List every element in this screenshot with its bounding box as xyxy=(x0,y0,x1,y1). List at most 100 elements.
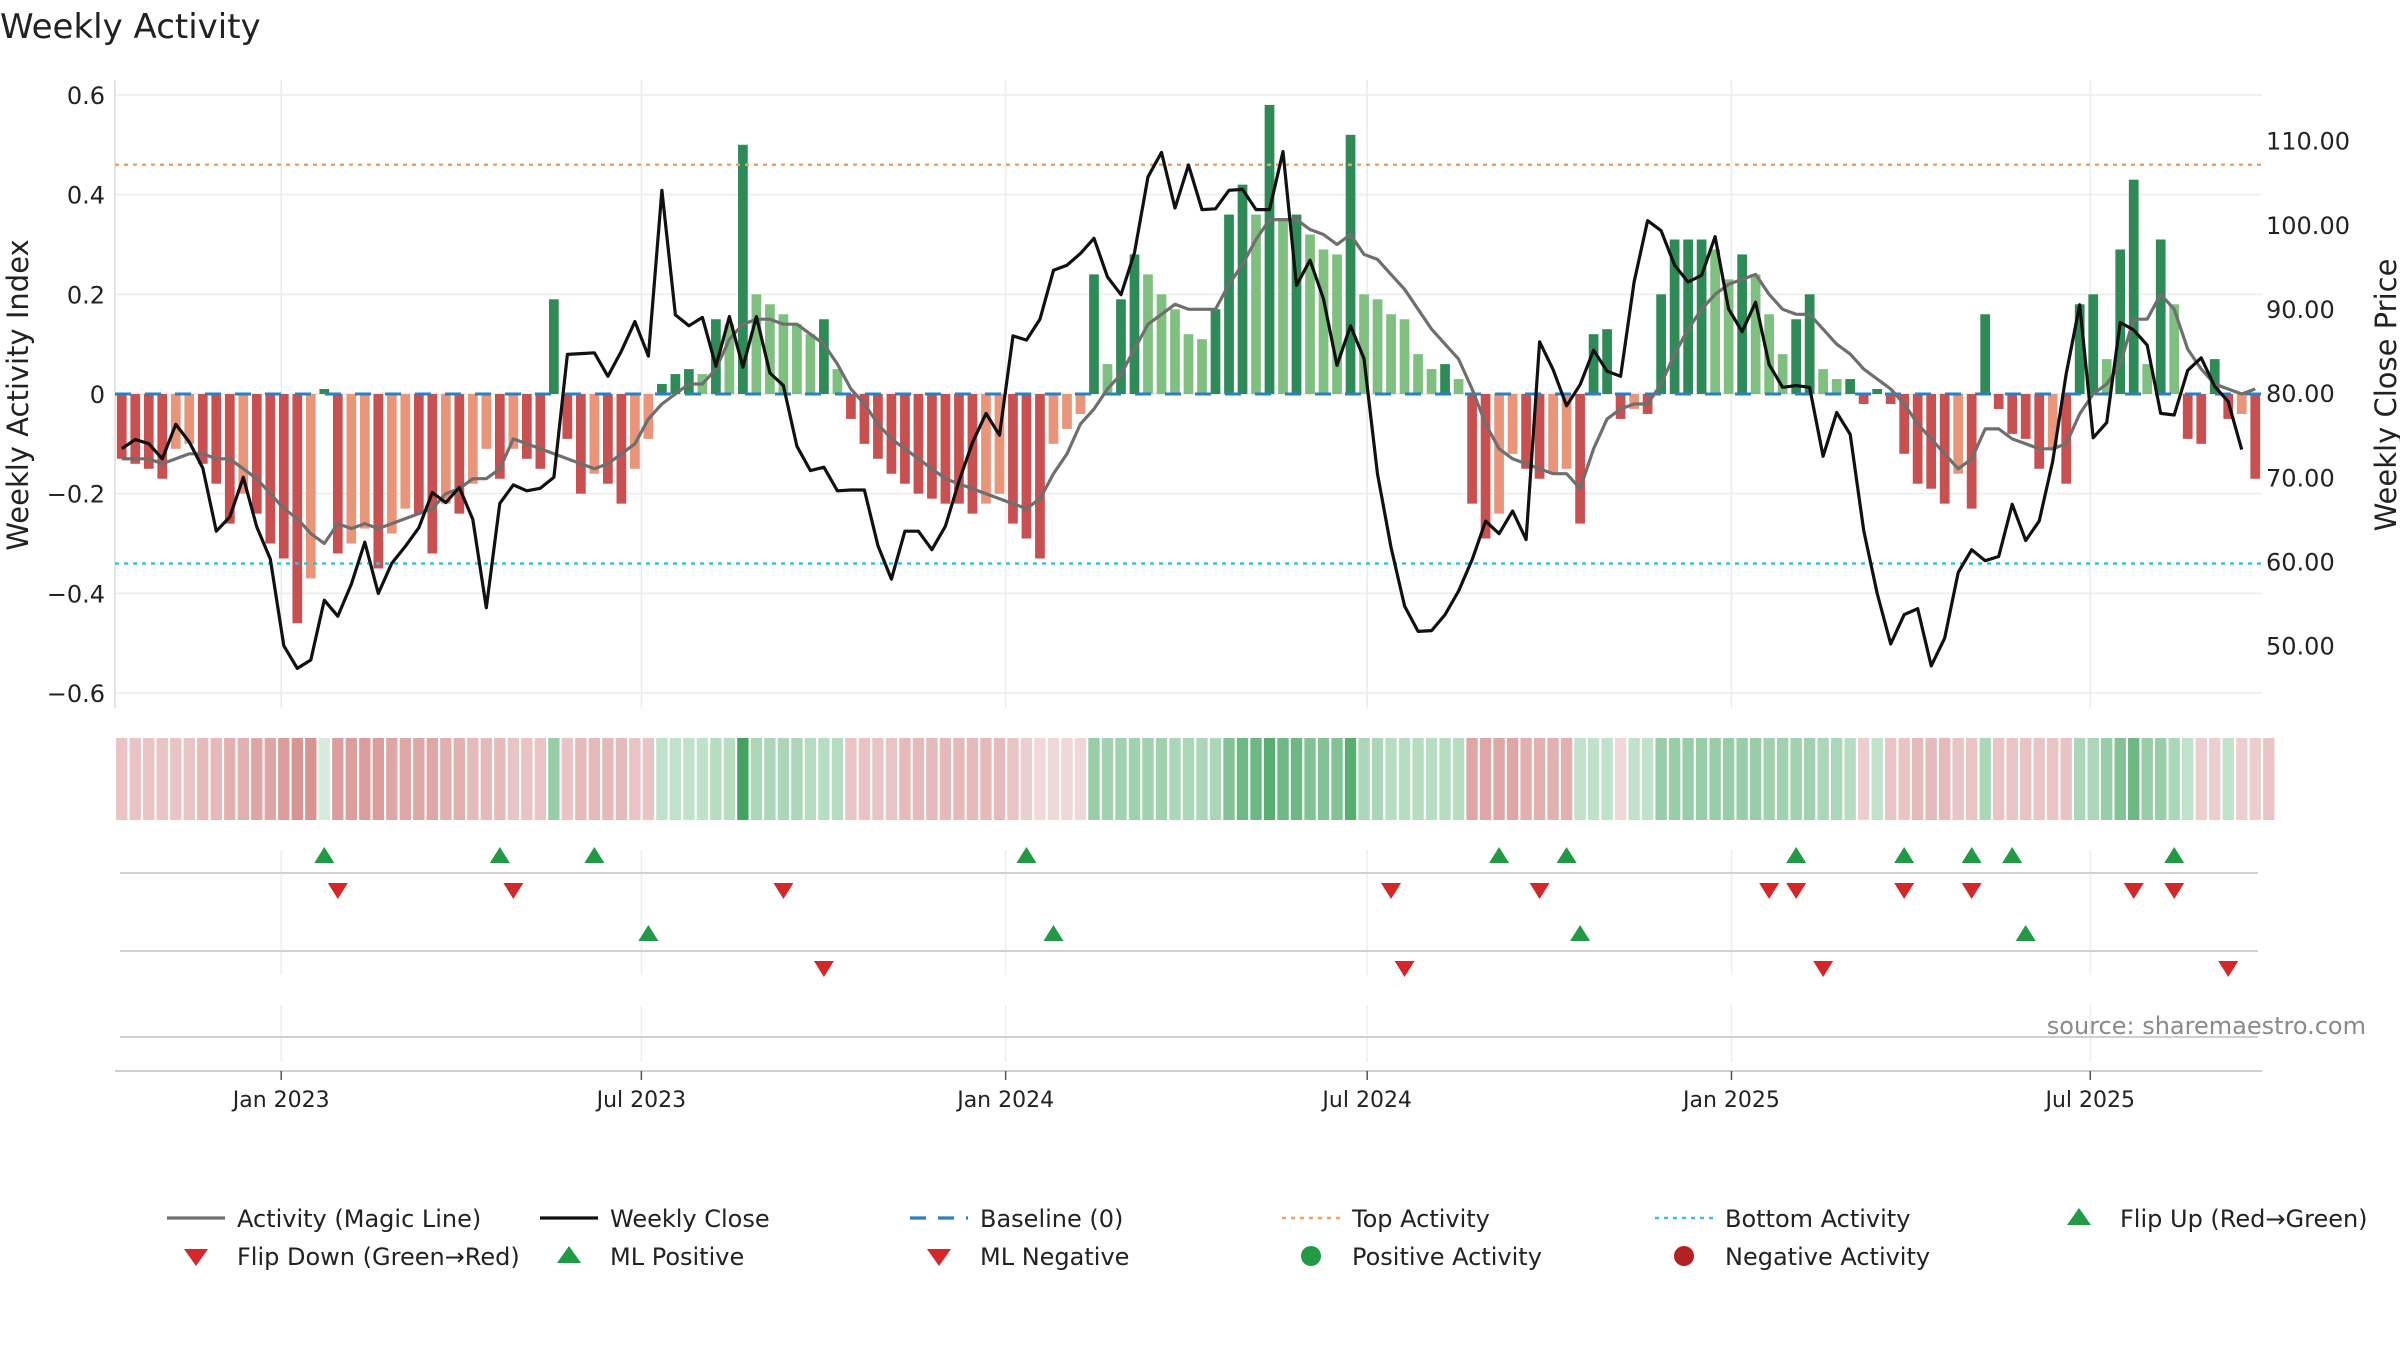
strip-cell xyxy=(1155,738,1168,820)
down-triangle-icon xyxy=(2218,961,2239,977)
strip-cell xyxy=(1736,738,1748,820)
strip-cell xyxy=(1196,738,1208,820)
strip-cell xyxy=(1223,738,1235,820)
x-tick-label: Jul 2023 xyxy=(595,1088,687,1113)
activity-bar xyxy=(2128,179,2139,394)
strip-cell xyxy=(939,738,952,820)
legend-triangle-up-icon xyxy=(557,1246,581,1263)
activity-bar xyxy=(116,394,127,459)
strip-cell xyxy=(2155,738,2167,820)
activity-bar xyxy=(1386,314,1396,394)
strip-cell xyxy=(656,738,668,820)
activity-bar xyxy=(251,394,262,514)
activity-bar xyxy=(2182,394,2193,439)
strip-cell xyxy=(993,738,1006,820)
strip-cell xyxy=(183,738,195,820)
legend-circle-icon xyxy=(1674,1246,1694,1266)
activity-bar xyxy=(778,314,789,394)
legend-triangle-up-icon xyxy=(2067,1208,2091,1225)
activity-bar xyxy=(1845,379,1856,394)
strip-cell xyxy=(1304,738,1316,820)
activity-bar xyxy=(467,394,478,484)
strip-cell xyxy=(1641,738,1654,820)
legend-item: Top Activity xyxy=(1282,1205,1490,1233)
activity-bar xyxy=(1750,274,1761,394)
strip-cell xyxy=(1169,738,1181,820)
strip-cell xyxy=(1034,738,1046,820)
activity-bar xyxy=(1575,394,1585,524)
activity-bar xyxy=(1939,394,1950,504)
legend-item: Flip Up (Red→Green) xyxy=(2067,1205,2368,1233)
activity-bar xyxy=(292,394,303,624)
strip-cell xyxy=(534,738,547,820)
strip-cell xyxy=(1790,738,1802,820)
activity-bar xyxy=(1075,394,1086,414)
activity-bar xyxy=(1615,394,1626,419)
activity-bar xyxy=(2101,359,2112,394)
strip-cell xyxy=(1398,738,1411,820)
activity-bar xyxy=(1318,249,1329,394)
strip-cell xyxy=(129,738,141,820)
strip-cell xyxy=(1871,738,1883,820)
y-tick-label: −0.4 xyxy=(47,580,105,608)
up-triangle-icon xyxy=(2002,847,2023,863)
legend-item: ML Positive xyxy=(557,1243,744,1271)
activity-bar xyxy=(535,394,546,469)
activity-bar xyxy=(157,394,168,479)
activity-bar xyxy=(278,394,289,559)
strip-cell xyxy=(1749,738,1762,820)
activity-bar xyxy=(805,334,816,394)
strip-cell xyxy=(723,738,736,820)
activity-bar xyxy=(481,394,492,449)
activity-bar xyxy=(305,394,316,579)
activity-bar xyxy=(1264,104,1275,395)
activity-bar xyxy=(1980,314,1991,394)
up-triangle-icon xyxy=(2015,925,2036,941)
up-triangle-icon xyxy=(1016,847,1037,863)
activity-bar xyxy=(386,394,397,534)
activity-bar xyxy=(238,394,249,494)
activity-bar xyxy=(1764,314,1774,394)
source-note: source: sharemaestro.com xyxy=(2047,1012,2366,1040)
strip-cell xyxy=(1466,738,1478,820)
strip-cell xyxy=(2047,738,2059,820)
strip-cell xyxy=(588,738,601,820)
activity-bar xyxy=(508,394,519,449)
strip-cell xyxy=(1479,738,1492,820)
activity-bar xyxy=(1021,394,1032,539)
strip-cell xyxy=(359,738,371,820)
strip-cell xyxy=(318,738,330,820)
activity-bar xyxy=(1683,239,1693,394)
strip-cell xyxy=(2222,738,2234,820)
activity-bar xyxy=(1669,239,1680,394)
activity-bar xyxy=(1534,394,1545,479)
legend-label: ML Positive xyxy=(610,1243,744,1271)
y2-tick-label: 80.00 xyxy=(2266,380,2335,408)
activity-bar xyxy=(670,374,681,394)
y-tick-label: 0.2 xyxy=(67,281,105,309)
activity-bar xyxy=(1089,274,1099,394)
strip-cell xyxy=(2074,738,2086,820)
strip-cell xyxy=(1007,738,1019,820)
activity-bar xyxy=(1872,389,1883,394)
strip-cell xyxy=(1830,738,1843,820)
activity-bar xyxy=(1332,254,1342,394)
strip-cell xyxy=(1898,738,1910,820)
up-triangle-icon xyxy=(1043,925,1064,941)
strip-cell xyxy=(1803,738,1816,820)
strip-cell xyxy=(1722,738,1735,820)
activity-bar xyxy=(197,394,208,464)
strip-cell xyxy=(1763,738,1775,820)
legend-triangle-down-icon xyxy=(184,1249,208,1266)
strip-cell xyxy=(615,738,628,820)
strip-cell xyxy=(1628,738,1640,820)
activity-bar xyxy=(2034,394,2045,469)
activity-bar xyxy=(981,394,991,504)
y-axis-label: Weekly Activity Index xyxy=(1,239,35,550)
activity-bar xyxy=(1305,234,1315,394)
activity-bar xyxy=(657,384,667,394)
activity-bar xyxy=(1831,379,1842,394)
up-triangle-icon xyxy=(1786,847,1807,863)
strip-cell xyxy=(885,738,898,820)
strip-cell xyxy=(710,738,722,820)
